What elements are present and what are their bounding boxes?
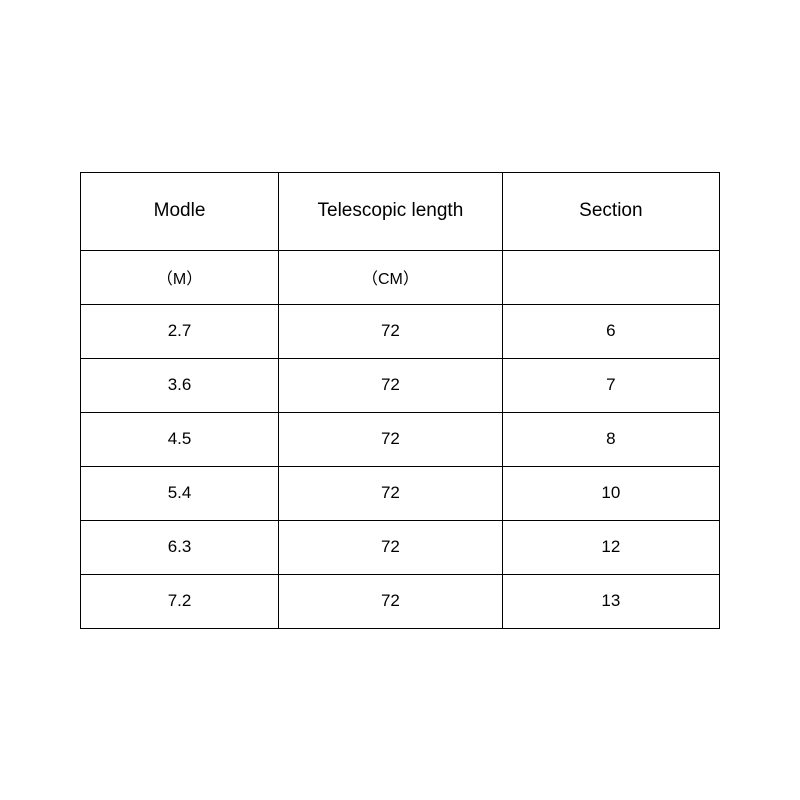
spec-table-container: Modle Telescopic length Section （M） （CM）… bbox=[80, 172, 720, 629]
unit-model: （M） bbox=[81, 250, 279, 304]
cell-section: 6 bbox=[502, 304, 719, 358]
cell-model: 5.4 bbox=[81, 466, 279, 520]
cell-model: 6.3 bbox=[81, 520, 279, 574]
unit-telescopic-length: （CM） bbox=[279, 250, 503, 304]
cell-model: 3.6 bbox=[81, 358, 279, 412]
table-row: 5.4 72 10 bbox=[81, 466, 720, 520]
cell-telescopic-length: 72 bbox=[279, 304, 503, 358]
table-unit-row: （M） （CM） bbox=[81, 250, 720, 304]
cell-section: 10 bbox=[502, 466, 719, 520]
header-telescopic-length: Telescopic length bbox=[279, 172, 503, 250]
table-row: 2.7 72 6 bbox=[81, 304, 720, 358]
table-header-row: Modle Telescopic length Section bbox=[81, 172, 720, 250]
cell-telescopic-length: 72 bbox=[279, 520, 503, 574]
header-model: Modle bbox=[81, 172, 279, 250]
cell-telescopic-length: 72 bbox=[279, 466, 503, 520]
cell-model: 2.7 bbox=[81, 304, 279, 358]
cell-section: 13 bbox=[502, 574, 719, 628]
cell-section: 12 bbox=[502, 520, 719, 574]
cell-section: 8 bbox=[502, 412, 719, 466]
cell-model: 4.5 bbox=[81, 412, 279, 466]
spec-table: Modle Telescopic length Section （M） （CM）… bbox=[80, 172, 720, 629]
cell-telescopic-length: 72 bbox=[279, 574, 503, 628]
unit-section bbox=[502, 250, 719, 304]
cell-telescopic-length: 72 bbox=[279, 412, 503, 466]
cell-section: 7 bbox=[502, 358, 719, 412]
table-row: 3.6 72 7 bbox=[81, 358, 720, 412]
table-row: 6.3 72 12 bbox=[81, 520, 720, 574]
cell-telescopic-length: 72 bbox=[279, 358, 503, 412]
header-section: Section bbox=[502, 172, 719, 250]
table-row: 7.2 72 13 bbox=[81, 574, 720, 628]
cell-model: 7.2 bbox=[81, 574, 279, 628]
table-row: 4.5 72 8 bbox=[81, 412, 720, 466]
